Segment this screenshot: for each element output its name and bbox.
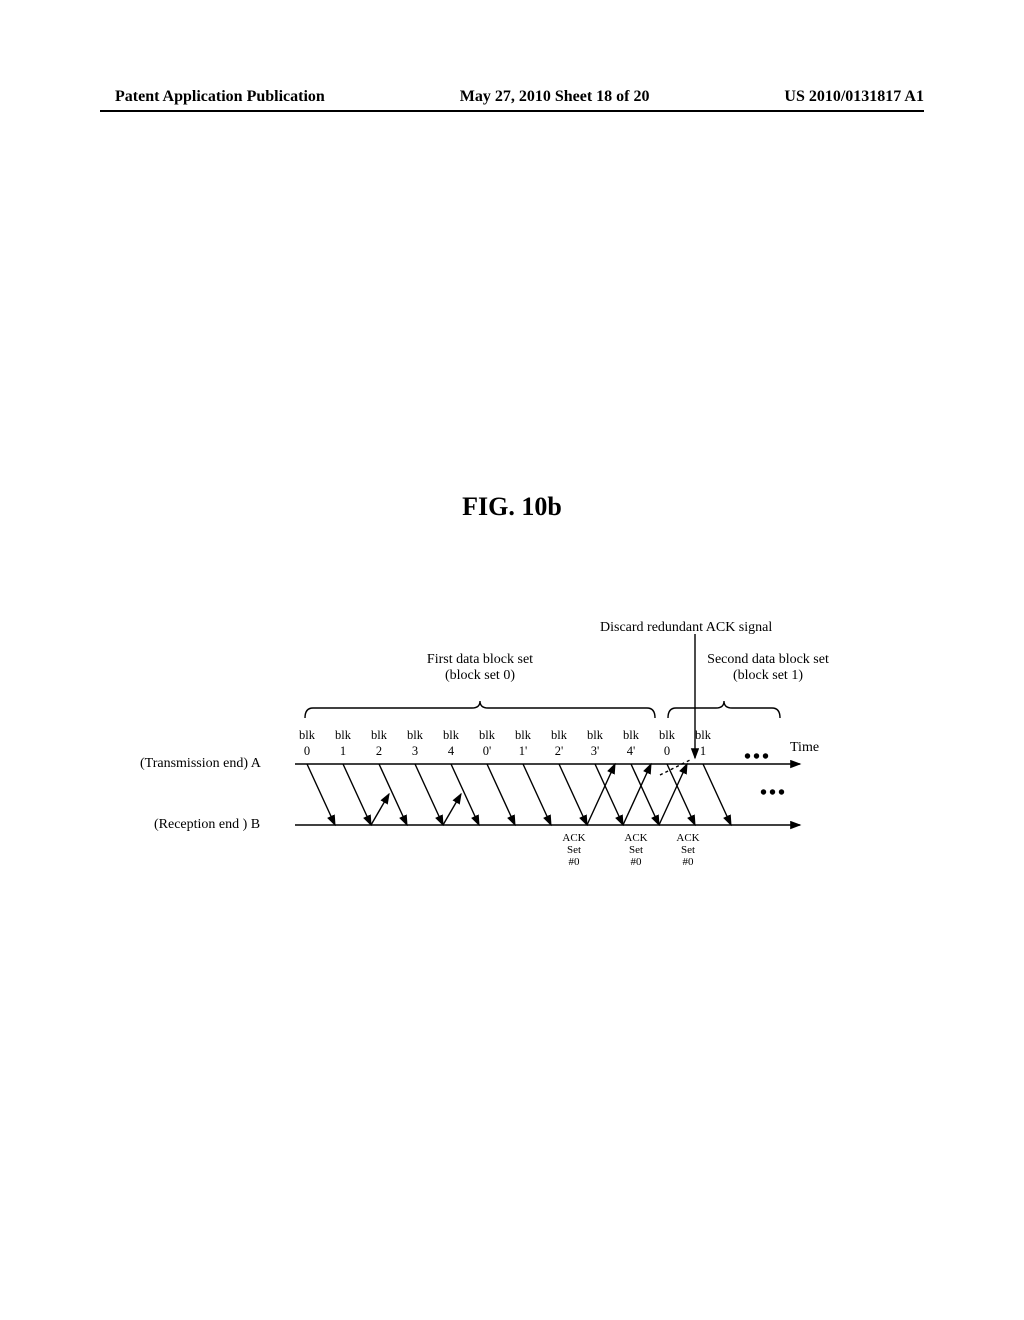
header-rule (100, 110, 924, 112)
figure-title: FIG. 10b (0, 492, 1024, 522)
diagram: Discard redundant ACK signal First data … (100, 620, 924, 880)
header-center: May 27, 2010 Sheet 18 of 20 (460, 88, 650, 106)
header-right: US 2010/0131817 A1 (784, 88, 924, 106)
header-left: Patent Application Publication (115, 88, 325, 106)
diagram-svg (100, 620, 924, 880)
